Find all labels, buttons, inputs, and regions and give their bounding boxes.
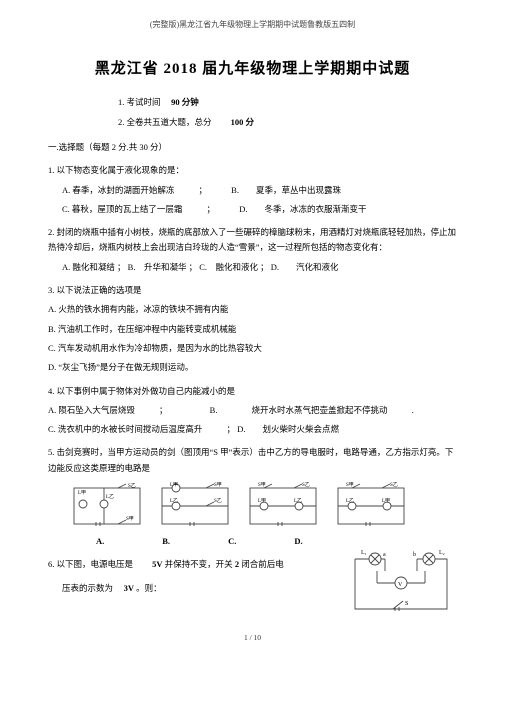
q5-labelC: C. [228, 534, 236, 549]
svg-text:L甲: L甲 [170, 482, 178, 488]
page-footer: 1 / 10 [48, 631, 457, 645]
q1-optD: D. 冬季，冰冻的衣服渐渐变干 [239, 204, 366, 214]
q3-optC: C. 汽车发动机用水作为冷却物质，是因为水的比热容较大 [48, 341, 457, 356]
q6-mid: 并保持不变，开关 [165, 559, 233, 569]
q2-options: A. 融化和凝结 ； B. 升华和凝华 ； C. 融化和液化 ； D. 汽化和液… [62, 260, 457, 275]
svg-text:S乙: S乙 [214, 497, 222, 504]
svg-text:S乙: S乙 [128, 482, 136, 489]
q4-row2: C. 洗衣机中的水被长时间搅动后温度高升 ； D. 划火柴时火柴会点燃 [48, 422, 457, 437]
q6-mid2: 闭合前后电 [241, 559, 284, 569]
page-title: 黑龙江省 2018 届九年级物理上学期期中试题 [48, 56, 457, 83]
q1-optA: A. 春季，冰封的湖面开始解冻 [62, 185, 174, 195]
q5-stem: 5. 击剑竞赛时，当甲方运动员的剑（图顶用“S 甲”表示）击中乙方的导电服时，电… [48, 445, 457, 476]
q5-labelA: A. [96, 534, 104, 549]
meta2-prefix: 2. 全卷共五道大题，总分 [118, 117, 212, 127]
svg-text:S乙: S乙 [390, 482, 398, 488]
section-1-header: 一.选择题（每题 2 分.共 30 分） [48, 140, 457, 155]
svg-text:L甲: L甲 [382, 498, 390, 504]
circuit-d: S甲 S乙 L乙 L甲 [332, 482, 410, 532]
q6-reading: 3V [124, 583, 134, 593]
svg-text:S甲: S甲 [346, 482, 354, 488]
svg-text:L甲: L甲 [258, 498, 266, 504]
svg-text:L乙: L乙 [170, 497, 178, 504]
q1-optC: C. 暮秋，屋顶的瓦上结了一层霜 [62, 204, 182, 214]
q5-circuits: L甲 S乙 L乙 S甲 L甲 S甲 [68, 482, 457, 532]
q6-line2: 压表的示数为 3V 。则： [62, 581, 339, 596]
q1-stem: 1. 以下物态变化属于液化现象的是： [48, 163, 457, 178]
meta1-prefix: 1. 考试时间 [118, 97, 161, 107]
svg-text:a: a [383, 552, 386, 558]
svg-text:b: b [413, 552, 416, 558]
q4-optD: D. 划火柴时火柴会点燃 [237, 424, 339, 434]
circuit-b: L甲 S甲 L乙 S乙 [156, 482, 234, 532]
q2-stem: 2. 封闭的烧瓶中插有小树枝，烧瓶的底部放入了一些碾碎的樟脑球粉末，用酒精灯对烧… [48, 225, 457, 256]
q3-optD: D. “灰尘飞扬”是分子在做无规则运动。 [48, 360, 457, 375]
q6-l2-suffix: 。则： [136, 583, 162, 593]
svg-text:V: V [398, 582, 403, 588]
q4-optB: B. 烧开水时水蒸气把壶盖掀起不停挑动 [210, 405, 388, 415]
meta2-val: 100 分 [231, 117, 254, 127]
q6-prefix: 6. 以下图，电源电压是 [48, 559, 133, 569]
q4-optC: C. 洗衣机中的水被长时间搅动后温度高升 [48, 424, 202, 434]
q4-row1: A. 陨石坠入大气层烧毁 ； B. 烧开水时水蒸气把壶盖掀起不停挑动 . [48, 403, 457, 418]
q4-stem: 4. 以下事例中属于物体对外做功自己内能减小的是 [48, 384, 457, 399]
svg-text:L乙: L乙 [294, 497, 302, 504]
q2-optA: A. 融化和凝结 [62, 262, 115, 272]
q5-labels: A. B. C. D. [96, 534, 457, 549]
q2-optC: C. 融化和液化 [199, 262, 258, 272]
svg-text:S甲: S甲 [126, 516, 134, 522]
meta-line-1: 1. 考试时间 90 分钟 [118, 95, 457, 110]
svg-text:S甲: S甲 [214, 482, 222, 488]
q6-circuit: V a b L₁ L₂ S [347, 549, 457, 619]
svg-text:S乙: S乙 [302, 482, 310, 488]
svg-text:L乙: L乙 [346, 497, 354, 504]
q4-optA: A. 陨石坠入大气层烧毁 [48, 405, 135, 415]
doc-header: (完整版)黑龙江省九年级物理上学期期中试题鲁教版五四制 [48, 18, 457, 32]
q3-stem: 3. 以下说法正确的选项是 [48, 283, 457, 298]
svg-text:L₂: L₂ [439, 550, 445, 556]
q6-l2-prefix: 压表的示数为 [62, 583, 113, 593]
meta-line-2: 2. 全卷共五道大题，总分 100 分 [118, 115, 457, 130]
q5-labelD: D. [294, 534, 302, 549]
q1-options-row1: A. 春季，冰封的湖面开始解冻 ； B. 夏季，草丛中出现露珠 [62, 183, 457, 198]
q5-labelB: B. [162, 534, 170, 549]
q6-switch: 2 [235, 559, 239, 569]
q6-line1: 6. 以下图，电源电压是 5V 并保持不变，开关 2 闭合前后电 [48, 557, 339, 572]
q3-optA: A. 火热的铁水拥有内能，冰凉的铁块不拥有内能 [48, 302, 457, 317]
q1-optB: B. 夏季，草丛中出现露珠 [231, 185, 341, 195]
q6-voltage: 5V [152, 559, 162, 569]
svg-text:S甲: S甲 [258, 482, 266, 488]
svg-text:L₁: L₁ [361, 550, 367, 556]
circuit-c: S甲 S乙 L甲 L乙 [244, 482, 322, 532]
q3-optB: B. 汽油机工作时，在压缩冲程中内能转变成机械能 [48, 322, 457, 337]
page: (完整版)黑龙江省九年级物理上学期期中试题鲁教版五四制 黑龙江省 2018 届九… [0, 0, 505, 655]
q2-optB: B. 升华和凝华 [128, 262, 187, 272]
q1-options-row2: C. 暮秋，屋顶的瓦上结了一层霜 ； D. 冬季，冰冻的衣服渐渐变干 [62, 202, 457, 217]
q2-optD: D. 汽化和液化 [271, 262, 339, 272]
circuit-a: L甲 S乙 L乙 S甲 [68, 482, 146, 532]
meta1-val: 90 分钟 [171, 97, 199, 107]
q6: 6. 以下图，电源电压是 5V 并保持不变，开关 2 闭合前后电 压表的示数为 … [48, 549, 457, 619]
svg-text:L乙: L乙 [106, 493, 114, 500]
svg-text:S: S [405, 601, 408, 607]
svg-text:L甲: L甲 [78, 490, 86, 496]
